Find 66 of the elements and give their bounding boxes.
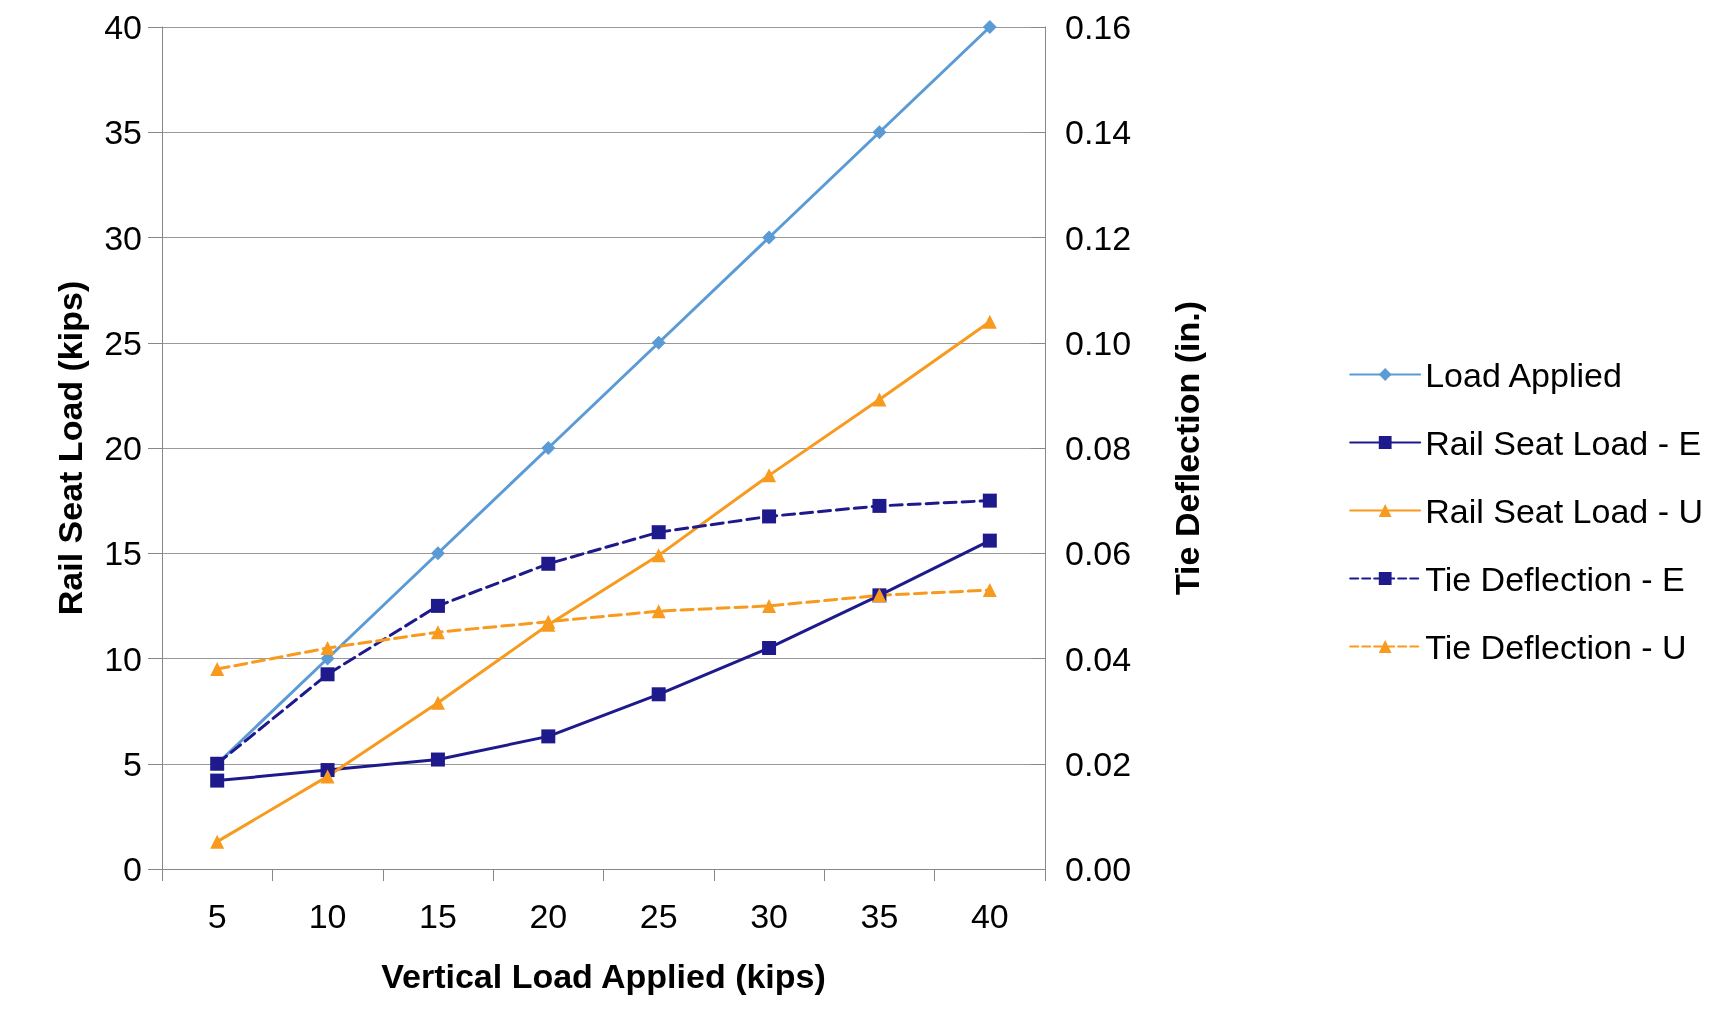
point <box>762 598 777 613</box>
point <box>651 335 666 350</box>
legend-label: Rail Seat Load - E <box>1425 423 1702 462</box>
legend-label: Tie Deflection - E <box>1425 559 1685 598</box>
point <box>982 314 997 329</box>
point <box>651 604 666 619</box>
point <box>651 687 666 702</box>
y-tick-label: 25 <box>104 323 142 362</box>
y2-tick-label: 0.02 <box>1065 744 1132 783</box>
point <box>762 509 777 524</box>
y2-tick-label: 0.10 <box>1065 323 1132 362</box>
x-tick-label: 40 <box>970 897 1009 935</box>
x-tick-label: 15 <box>419 897 457 935</box>
x-tick-label: 25 <box>639 897 678 935</box>
y2-tick-label: 0.12 <box>1065 218 1132 257</box>
point <box>872 125 887 140</box>
x-tick-label: 30 <box>750 897 788 935</box>
point <box>210 773 225 788</box>
point <box>762 468 777 483</box>
point <box>651 548 666 563</box>
x-tick-label: 5 <box>207 897 227 935</box>
y2-tick-label: 0.00 <box>1065 850 1132 888</box>
point <box>430 625 445 640</box>
point <box>982 493 997 508</box>
x-tick-label: 20 <box>529 897 568 935</box>
y2-axis-title: Tie Deflection (in.) <box>1168 300 1206 596</box>
point <box>210 662 225 677</box>
legend-label: Load Applied <box>1425 355 1622 394</box>
y-tick-label: 35 <box>104 113 142 152</box>
legend-label: Tie Deflection - U <box>1425 627 1687 666</box>
y-tick-label: 15 <box>104 534 142 573</box>
x-axis-title: Vertical Load Applied (kips) <box>381 957 826 995</box>
y-tick-label: 5 <box>123 744 142 783</box>
y-tick-label: 20 <box>104 429 142 467</box>
point <box>210 834 225 849</box>
y2-tick-label: 0.06 <box>1065 534 1132 573</box>
point <box>982 20 997 34</box>
point <box>430 598 445 613</box>
y-axis-title: Rail Seat Load (kips) <box>51 280 89 616</box>
point <box>762 640 777 655</box>
y2-tick-label: 0.16 <box>1065 8 1132 46</box>
point <box>872 392 887 407</box>
point <box>541 441 556 455</box>
point <box>320 667 335 682</box>
y2-tick-label: 0.08 <box>1065 429 1132 467</box>
point <box>762 230 777 245</box>
point <box>430 546 445 561</box>
point <box>872 498 887 513</box>
point <box>430 752 445 767</box>
y-tick-label: 0 <box>123 850 142 888</box>
point <box>982 533 997 548</box>
y-tick-label: 10 <box>104 639 142 678</box>
point <box>541 729 556 744</box>
legend-label: Rail Seat Load - U <box>1425 491 1703 530</box>
y2-tick-label: 0.14 <box>1065 113 1132 152</box>
point <box>651 525 666 540</box>
y-tick-label: 40 <box>104 8 142 46</box>
point <box>430 695 445 710</box>
point <box>320 640 335 655</box>
x-tick-label: 35 <box>860 897 899 935</box>
x-tick-label: 10 <box>308 897 347 935</box>
point <box>982 583 997 598</box>
point <box>320 769 335 784</box>
point <box>541 556 556 571</box>
y2-tick-label: 0.04 <box>1065 639 1132 678</box>
y-tick-label: 30 <box>104 218 142 257</box>
